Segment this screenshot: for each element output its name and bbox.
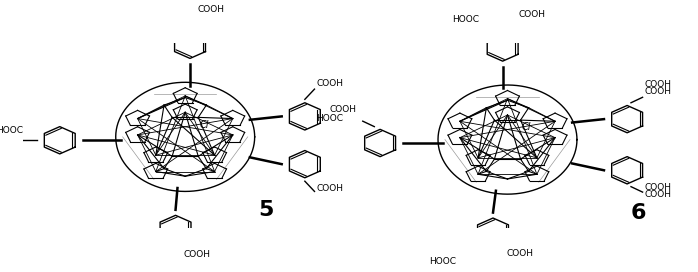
- Text: COOH: COOH: [198, 5, 225, 14]
- Text: COOH: COOH: [507, 249, 533, 258]
- Text: 6: 6: [631, 203, 646, 223]
- Text: COOH: COOH: [330, 105, 357, 114]
- Text: COOH: COOH: [518, 10, 545, 19]
- Text: 5: 5: [258, 200, 274, 220]
- Text: COOH: COOH: [644, 80, 671, 89]
- Text: Cl: Cl: [522, 122, 531, 132]
- Text: HOOC: HOOC: [429, 257, 456, 266]
- Text: COOH: COOH: [316, 184, 343, 193]
- Text: HOOC: HOOC: [452, 15, 480, 24]
- Text: COOH: COOH: [644, 190, 671, 199]
- Text: COOH: COOH: [316, 79, 343, 88]
- Text: HOOC: HOOC: [0, 126, 23, 135]
- Text: Cl: Cl: [200, 120, 209, 129]
- Text: COOH: COOH: [644, 87, 671, 96]
- Text: COOH: COOH: [184, 250, 210, 259]
- Text: HOOC: HOOC: [316, 113, 343, 122]
- Text: COOH: COOH: [644, 183, 671, 192]
